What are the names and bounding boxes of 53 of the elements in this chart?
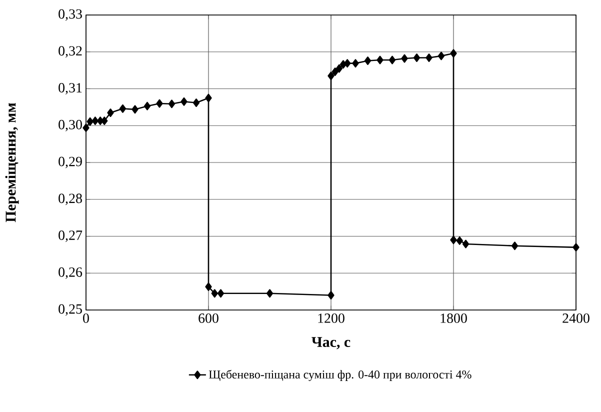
point [168,100,176,108]
point [328,72,334,80]
y-tick-label: 0,27 [58,230,82,242]
y-tick-label: 0,29 [58,156,82,168]
point [426,54,432,62]
point [180,97,188,106]
point [462,240,470,248]
point [450,236,457,244]
y-tick-label: 0,26 [58,267,82,279]
point [211,289,218,298]
x-tick-label: 1800 [440,314,467,323]
y-tick-label: 0,32 [58,46,82,58]
point [456,236,463,245]
x-tick-label: 1200 [318,314,344,323]
point [450,49,457,58]
point [107,108,114,117]
y-axis-title: Переміщення, мм [5,103,19,222]
y-tick-label: 0,33 [58,9,82,21]
point [388,56,396,64]
x-tick-label: 600 [198,314,218,323]
point [192,98,200,107]
x-tick-label: 2400 [562,314,590,323]
point [205,282,212,292]
point [511,242,518,250]
y-tick-label: 0,28 [58,194,82,206]
x-axis-title: Час, с [312,337,350,350]
point [438,52,445,60]
point [144,102,151,110]
point [217,289,224,298]
point [413,54,420,62]
point [376,56,384,64]
y-tick-label: 0,25 [58,304,82,316]
point [364,56,372,65]
point [266,289,274,298]
x-tick-label: 0 [83,314,89,323]
point [82,124,90,132]
point [132,105,138,114]
point [572,243,580,252]
y-tick-label: 0,31 [58,83,82,94]
point [119,104,126,113]
point [401,54,408,63]
point [156,99,163,108]
point [101,116,108,126]
point [92,116,99,126]
point [205,94,212,102]
point [332,68,338,76]
point [86,117,94,126]
point [344,59,351,68]
point [352,59,359,68]
point [328,291,334,300]
y-tick-label: 0,30 [58,120,82,132]
legend-label: Щебенево-піщана суміш фр. 0-40 при вологості 4% [208,370,472,382]
point [336,64,343,73]
